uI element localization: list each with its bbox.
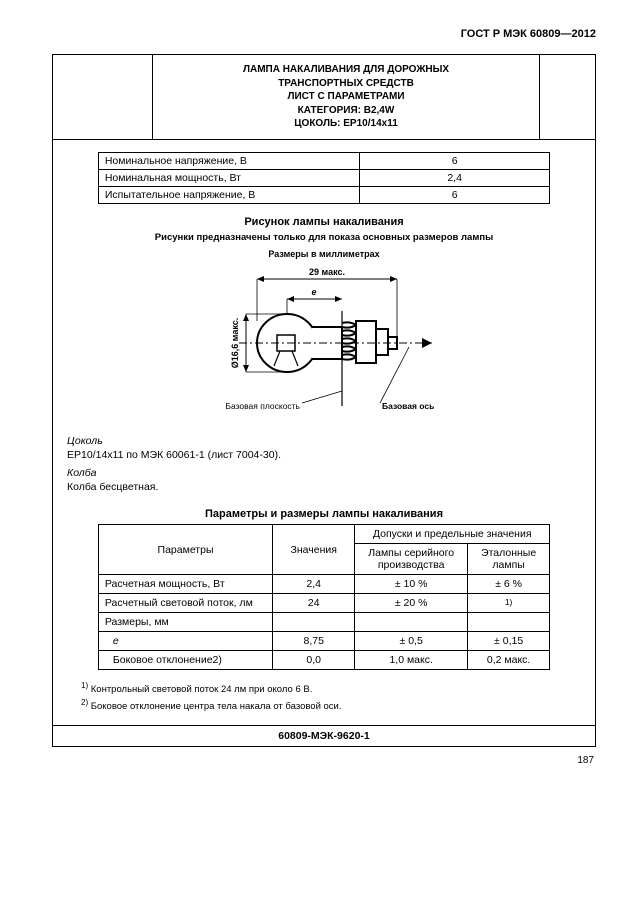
cell: Размеры, мм [98, 613, 272, 632]
cell: 8,75 [273, 632, 355, 651]
title-left-gap [53, 55, 153, 139]
cell: Расчетная мощность, Вт [98, 575, 272, 594]
cell: ± 10 % [355, 575, 468, 594]
cell: 24 [273, 594, 355, 613]
th-params: Параметры [98, 525, 272, 575]
cell: ± 6 % [468, 575, 550, 594]
cell [468, 613, 550, 632]
document-header: ГОСТ Р МЭК 60809—2012 [52, 28, 596, 40]
dim-e-label: e [311, 287, 316, 297]
footnote: 2) Боковое отклонение центра тела накала… [81, 697, 567, 713]
bulb-note: Колба Колба бесцветная. [67, 466, 581, 494]
cell: 0,2 макс. [468, 651, 550, 670]
th-values: Значения [273, 525, 355, 575]
base-plane-label: Базовая плоскость [225, 401, 300, 411]
th-tolerances: Допуски и предельные значения [355, 525, 550, 544]
table-row: Номинальное напряжение, В 6 [98, 152, 549, 169]
title-line: ТРАНСПОРТНЫХ СРЕДСТВ [159, 77, 533, 91]
cell-value: 6 [360, 186, 550, 203]
table-row: e 8,75 ± 0,5 ± 0,15 [98, 632, 549, 651]
table-row: Номинальная мощность, Вт 2,4 [98, 169, 549, 186]
base-axis-label: Базовая ось [382, 401, 434, 411]
page: ГОСТ Р МЭК 60809—2012 ЛАМПА НАКАЛИВАНИЯ … [0, 0, 630, 778]
cell: 1,0 макс. [355, 651, 468, 670]
table-row: Параметры Значения Допуски и предельные … [98, 525, 549, 544]
cap-note-body: EP10/14x11 по МЭК 60061-1 (лист 7004-30)… [67, 449, 281, 461]
cell: ± 0,5 [355, 632, 468, 651]
cell: Боковое отклонение2) [98, 651, 272, 670]
figure-title: Рисунок лампы накаливания [67, 216, 581, 228]
cell [273, 613, 355, 632]
title-line: ЛИСТ С ПАРАМЕТРАМИ [159, 90, 533, 104]
dim-dia-label: Ø16,6 макс. [230, 317, 240, 367]
title-line: ЛАМПА НАКАЛИВАНИЯ ДЛЯ ДОРОЖНЫХ [159, 63, 533, 77]
cell: ± 0,15 [468, 632, 550, 651]
bulb-note-header: Колба [67, 467, 96, 479]
th-serial: Лампы серийного производства [355, 544, 468, 575]
table-row: Расчетная мощность, Вт 2,4 ± 10 % ± 6 % [98, 575, 549, 594]
cell [355, 613, 468, 632]
content-area: Номинальное напряжение, В 6 Номинальная … [53, 140, 595, 726]
params-table: Параметры Значения Допуски и предельные … [98, 524, 550, 670]
table-row: Боковое отклонение2) 0,0 1,0 макс. 0,2 м… [98, 651, 549, 670]
cell: Расчетный световой поток, лм [98, 594, 272, 613]
cell-value: 2,4 [360, 169, 550, 186]
lamp-svg: 29 макс. e [184, 261, 464, 421]
cell-value: 6 [360, 152, 550, 169]
footnote: 1) Контрольный световой поток 24 лм при … [81, 680, 567, 696]
cell: e [98, 632, 272, 651]
th-ref: Эталонные лампы [468, 544, 550, 575]
table-row: Размеры, мм [98, 613, 549, 632]
title-box: ЛАМПА НАКАЛИВАНИЯ ДЛЯ ДОРОЖНЫХ ТРАНСПОРТ… [53, 55, 595, 140]
dim-len-label: 29 макс. [309, 267, 345, 277]
cell-label: Номинальная мощность, Вт [98, 169, 359, 186]
cell: 0,0 [273, 651, 355, 670]
cell: 1) [468, 594, 550, 613]
cap-note: Цоколь EP10/14x11 по МЭК 60061-1 (лист 7… [67, 434, 581, 462]
cell: ± 20 % [355, 594, 468, 613]
table-row: Расчетный световой поток, лм 24 ± 20 % 1… [98, 594, 549, 613]
title-line: КАТЕГОРИЯ: B2,4W [159, 104, 533, 118]
cap-note-header: Цоколь [67, 435, 103, 447]
cell: 2,4 [273, 575, 355, 594]
main-frame: ЛАМПА НАКАЛИВАНИЯ ДЛЯ ДОРОЖНЫХ ТРАНСПОРТ… [52, 54, 596, 747]
bulb-note-body: Колба бесцветная. [67, 481, 158, 493]
footer-code: 60809-МЭК-9620-1 [53, 725, 595, 746]
table-row: Испытательное напряжение, В 6 [98, 186, 549, 203]
figure-subtitle2: Размеры в миллиметрах [67, 249, 581, 259]
page-number: 187 [52, 755, 596, 766]
cell-label: Испытательное напряжение, В [98, 186, 359, 203]
title-line: ЦОКОЛЬ: EP10/14x11 [159, 117, 533, 131]
title-right-gap [539, 55, 595, 139]
figure-subtitle: Рисунки предназначены только для показа … [67, 232, 581, 243]
footnotes: 1) Контрольный световой поток 24 лм при … [81, 680, 567, 713]
title-text: ЛАМПА НАКАЛИВАНИЯ ДЛЯ ДОРОЖНЫХ ТРАНСПОРТ… [153, 55, 539, 139]
cell-label: Номинальное напряжение, В [98, 152, 359, 169]
lamp-diagram: 29 макс. e [67, 261, 581, 424]
params-title: Параметры и размеры лампы накаливания [67, 508, 581, 520]
nominal-table: Номинальное напряжение, В 6 Номинальная … [98, 152, 550, 204]
